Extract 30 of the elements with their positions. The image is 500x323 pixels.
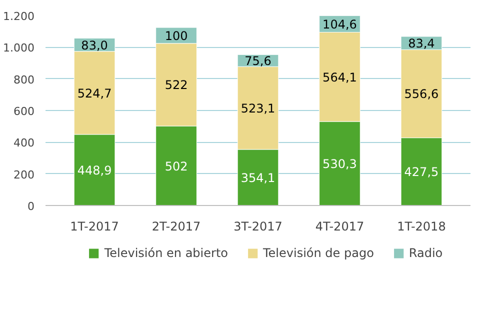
data-label: 524,7 bbox=[77, 86, 112, 100]
legend-label: Radio bbox=[408, 246, 443, 260]
y-tick-label: 1.200 bbox=[3, 10, 35, 23]
data-label: 502 bbox=[164, 159, 188, 174]
y-tick-label: 600 bbox=[14, 105, 35, 118]
y-tick-label: 0 bbox=[28, 200, 34, 213]
data-label: 100 bbox=[164, 28, 188, 43]
data-label: 556,6 bbox=[404, 87, 439, 102]
data-label: 83,4 bbox=[408, 36, 435, 51]
data-label: 75,6 bbox=[244, 54, 272, 68]
data-label: 564,1 bbox=[322, 70, 357, 84]
x-tick-label: 1T-2017 bbox=[70, 220, 119, 234]
data-label: 427,5 bbox=[404, 165, 439, 180]
y-tick-label: 1.000 bbox=[3, 42, 35, 55]
legend-label: Televisión de pago bbox=[263, 246, 374, 260]
data-label: 522 bbox=[164, 78, 188, 92]
data-label: 104,6 bbox=[322, 17, 357, 32]
data-label: 530,3 bbox=[322, 157, 357, 172]
data-label: 448,9 bbox=[77, 163, 112, 178]
x-tick-label: 4T-2017 bbox=[315, 220, 364, 234]
data-label: 523,1 bbox=[240, 102, 276, 116]
legend-label: Televisión en abierto bbox=[104, 246, 228, 260]
y-tick-label: 200 bbox=[14, 168, 35, 182]
data-label: 83,0 bbox=[81, 38, 108, 52]
y-tick-label: 800 bbox=[14, 73, 35, 86]
y-tick-label: 400 bbox=[14, 136, 35, 150]
data-label: 354,1 bbox=[240, 170, 276, 185]
x-tick-label: 2T-2017 bbox=[152, 220, 201, 234]
x-tick-label: 1T-2018 bbox=[397, 220, 446, 234]
x-tick-label: 3T-2017 bbox=[234, 220, 282, 234]
